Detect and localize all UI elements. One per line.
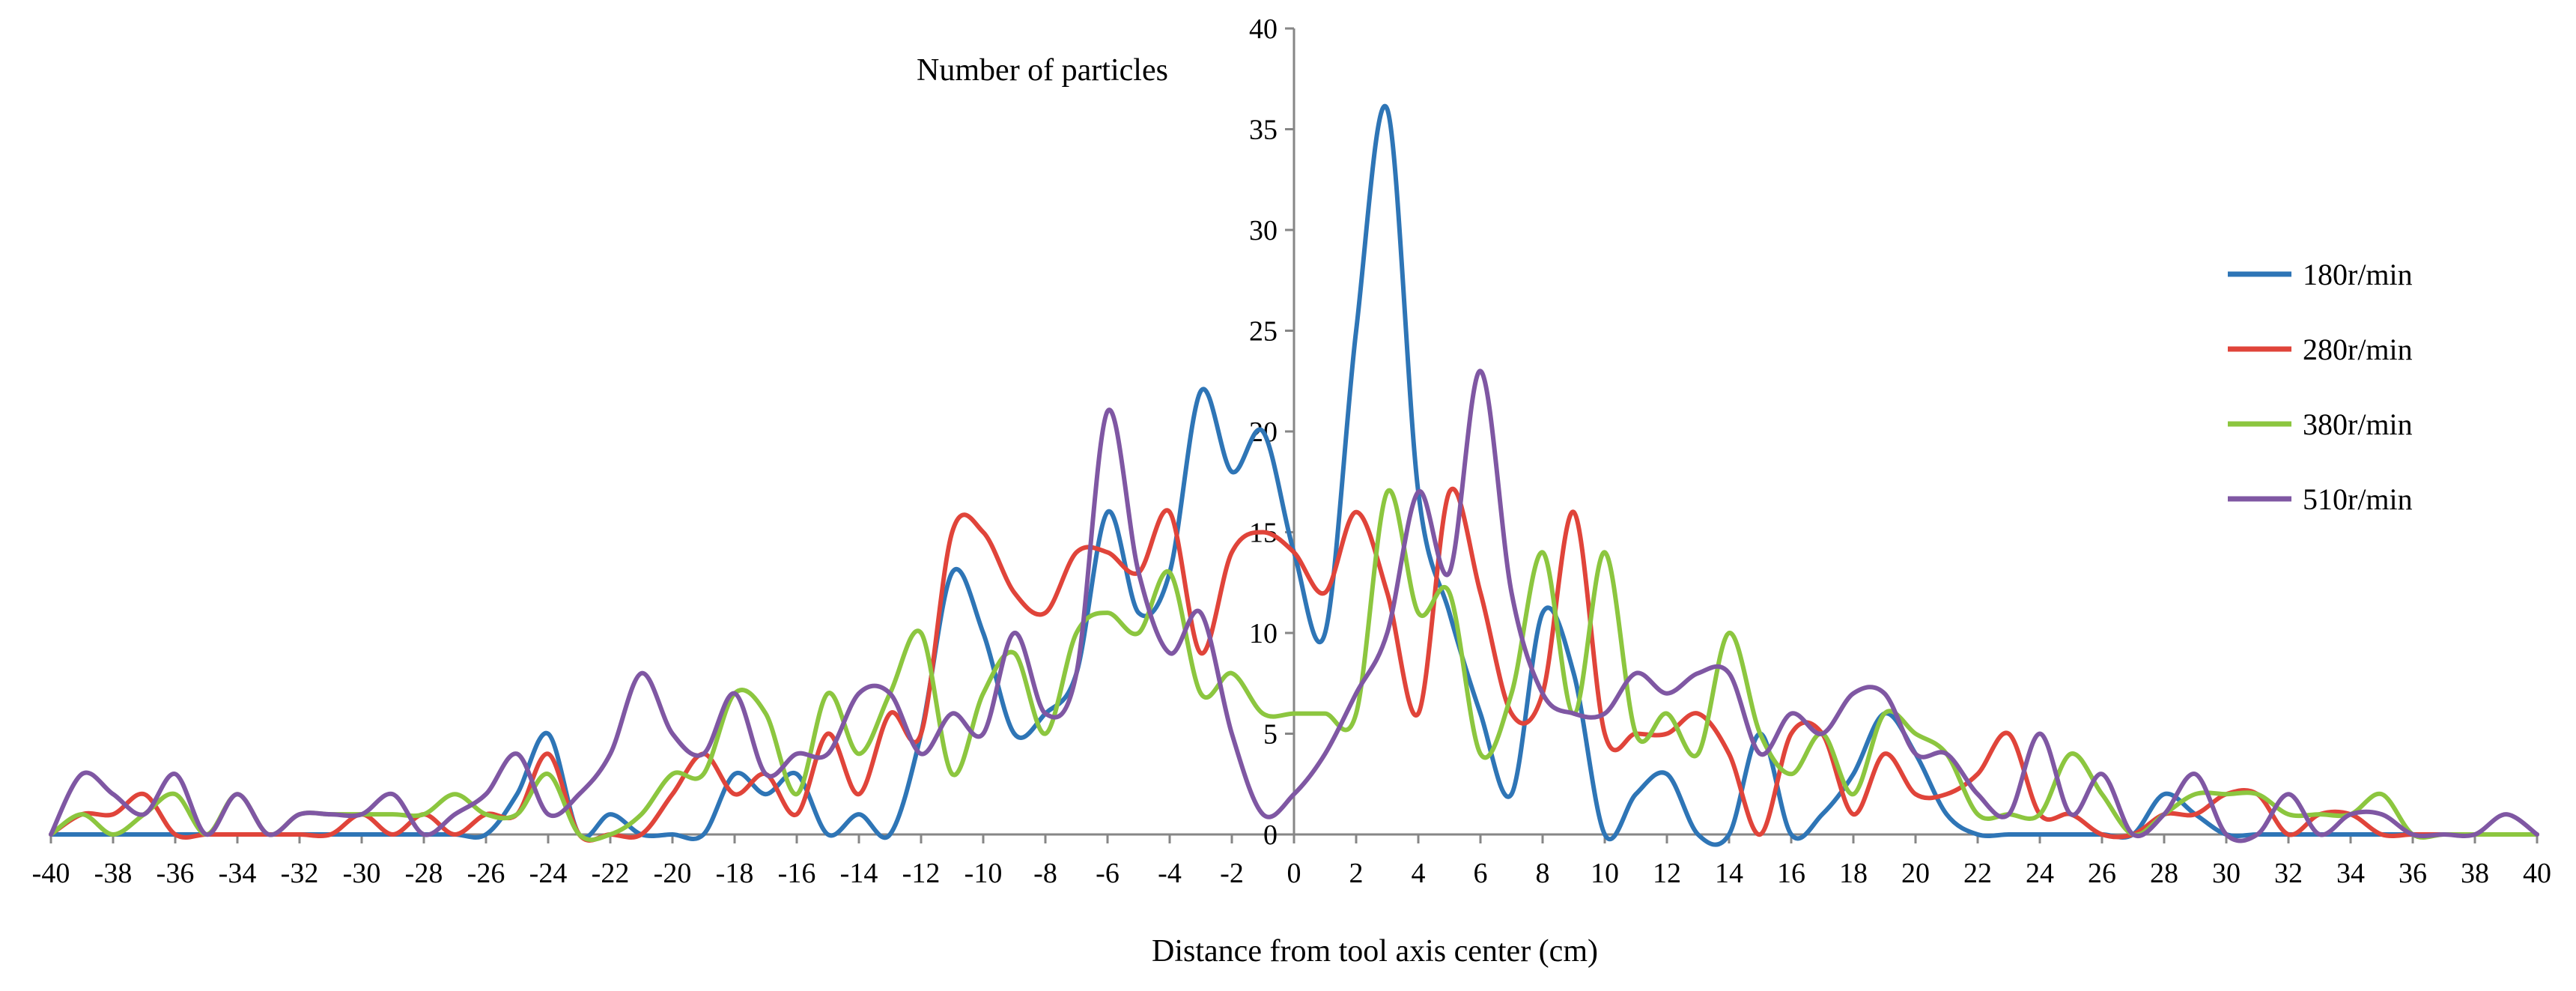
x-tick-label: -30 xyxy=(343,858,381,889)
y-tick-label: 5 xyxy=(1263,719,1278,751)
x-tick-label: -40 xyxy=(32,858,70,889)
legend-label: 280r/min xyxy=(2303,333,2413,366)
x-tick-label: 16 xyxy=(1777,858,1805,889)
legend: 180r/min 280r/min 380r/min 510r/min xyxy=(2228,258,2413,516)
x-tick-label: -28 xyxy=(405,858,443,889)
x-tick-label: 26 xyxy=(2088,858,2116,889)
x-tick-label: 30 xyxy=(2212,858,2241,889)
y-tick-label: 0 xyxy=(1263,819,1278,851)
x-tick-label: -22 xyxy=(592,858,630,889)
x-tick-label: -2 xyxy=(1220,858,1244,889)
y-tick-label: 40 xyxy=(1249,13,1278,45)
x-tick-label: 6 xyxy=(1474,858,1488,889)
x-tick-label: 32 xyxy=(2274,858,2303,889)
x-tick-label: 40 xyxy=(2523,858,2551,889)
x-tick-label: -36 xyxy=(157,858,195,889)
x-tick-label: 34 xyxy=(2336,858,2365,889)
y-axis-title: Number of particles xyxy=(917,53,1168,88)
x-tick-label: -4 xyxy=(1158,858,1182,889)
y-tick-label: 10 xyxy=(1249,618,1278,649)
y-tick-label: 25 xyxy=(1249,316,1278,348)
legend-label: 510r/min xyxy=(2303,482,2413,516)
x-tick-label: -32 xyxy=(281,858,319,889)
x-tick-label: -24 xyxy=(529,858,568,889)
x-tick-label: 10 xyxy=(1591,858,1619,889)
x-tick-label: 8 xyxy=(1536,858,1550,889)
series-line-180r-min xyxy=(49,104,2539,847)
x-tick-label: -14 xyxy=(840,858,878,889)
x-tick-label: 28 xyxy=(2150,858,2178,889)
x-tick-label: 36 xyxy=(2399,858,2427,889)
x-tick-label: 2 xyxy=(1349,858,1364,889)
x-tick-label: 22 xyxy=(1963,858,1992,889)
x-tick-label: -34 xyxy=(219,858,257,889)
x-tick-label: -38 xyxy=(94,858,133,889)
x-tick-label: 0 xyxy=(1287,858,1301,889)
x-tick-label: -6 xyxy=(1096,858,1120,889)
x-tick-label: 38 xyxy=(2461,858,2489,889)
x-tick-label: 14 xyxy=(1715,858,1743,889)
x-tick-label: -20 xyxy=(654,858,692,889)
x-tick-label: -8 xyxy=(1033,858,1057,889)
x-tick-label: -12 xyxy=(902,858,941,889)
y-tick-label: 35 xyxy=(1249,115,1278,146)
series-layer xyxy=(49,104,2539,847)
x-tick-label: 20 xyxy=(1901,858,1930,889)
series-line-510r-min xyxy=(49,369,2539,843)
x-tick-label: 18 xyxy=(1839,858,1868,889)
legend-label: 180r/min xyxy=(2303,258,2413,291)
legend-label: 380r/min xyxy=(2303,407,2413,441)
axes: -40 -38 -36 -34 -32 -30 -28 -26 -24 -22 -20 -18 -16-… xyxy=(32,13,2551,889)
x-tick-label: 12 xyxy=(1653,858,1681,889)
x-tick-label: -10 xyxy=(965,858,1003,889)
x-tick-label: -26 xyxy=(467,858,505,889)
x-tick-label: 24 xyxy=(2026,858,2054,889)
x-tick-label: 4 xyxy=(1412,858,1426,889)
x-tick-label: -18 xyxy=(716,858,754,889)
x-tick-label: -16 xyxy=(778,858,816,889)
series-line-280r-min xyxy=(49,486,2539,843)
x-axis-title: Distance from tool axis center (cm) xyxy=(1152,934,1598,969)
y-tick-label: 30 xyxy=(1249,215,1278,246)
